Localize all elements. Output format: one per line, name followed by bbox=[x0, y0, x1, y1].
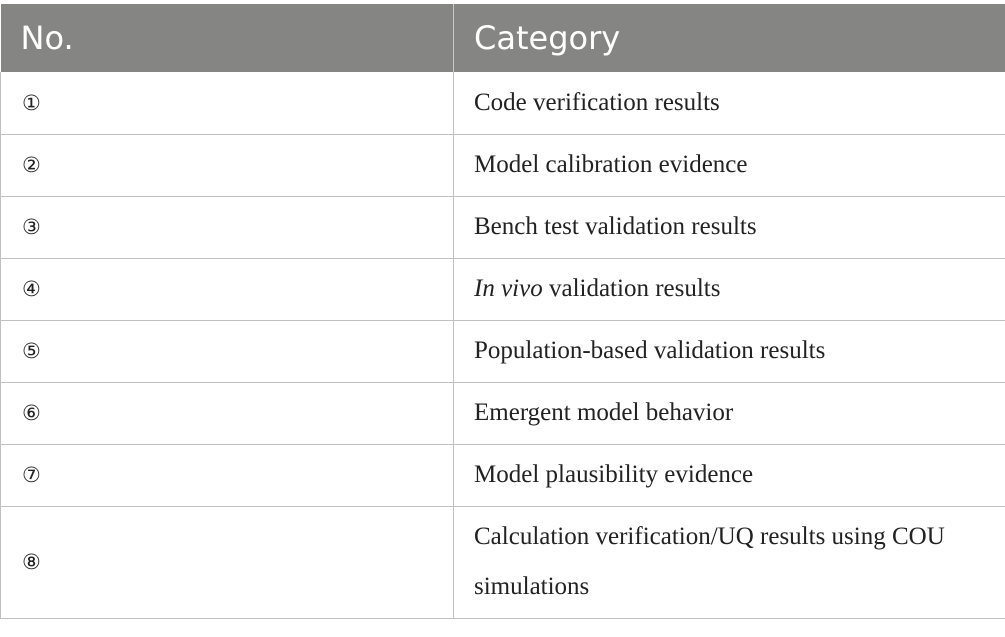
row-category-text: Code verification results bbox=[474, 88, 720, 116]
header-category: Category bbox=[453, 4, 1005, 72]
row-number: ③ bbox=[0, 196, 454, 259]
row-category: Emergent model behavior bbox=[453, 382, 1005, 445]
row-number: ④ bbox=[0, 258, 454, 321]
header-no: No. bbox=[0, 4, 454, 72]
table-row: ⑧ Calculation verification/UQ results us… bbox=[0, 506, 1005, 619]
row-category-text: Population-based validation results bbox=[474, 337, 826, 364]
header-row: No. Category bbox=[0, 4, 1005, 72]
row-category-text: Bench test validation results bbox=[474, 213, 757, 240]
table-row: ④ In vivo validation results bbox=[0, 258, 1005, 321]
table-row: ⑦ Model plausibility evidence bbox=[0, 444, 1005, 507]
row-category: Model calibration evidence bbox=[453, 134, 1005, 197]
table-row: ⑤ Population-based validation results bbox=[0, 320, 1005, 383]
row-category: Calculation verification/UQ results usin… bbox=[453, 506, 1005, 619]
row-category-text: Model calibration evidence bbox=[474, 151, 748, 178]
row-category: In vivo validation results bbox=[453, 258, 1005, 321]
row-category-text: Emergent model behavior bbox=[474, 399, 734, 426]
row-category-text: Model plausibility evidence bbox=[474, 461, 754, 488]
row-category: Code verification results bbox=[453, 72, 1005, 135]
row-category-italic: In vivo bbox=[474, 275, 543, 302]
row-category-text: validation results bbox=[542, 275, 721, 302]
row-number: ⑥ bbox=[0, 382, 454, 445]
row-number: ⑤ bbox=[0, 320, 454, 383]
table-row: ① Code verification results bbox=[0, 72, 1005, 135]
table-row: ② Model calibration evidence bbox=[0, 134, 1005, 197]
row-category: Model plausibility evidence bbox=[453, 444, 1005, 507]
row-category: Bench test validation results bbox=[453, 196, 1005, 259]
row-number: ⑧ bbox=[0, 506, 454, 619]
table-row: ③ Bench test validation results bbox=[0, 196, 1005, 259]
row-category-text: Calculation verification/UQ results usin… bbox=[474, 523, 945, 600]
row-category: Population-based validation results bbox=[453, 320, 1005, 383]
category-table: No. Category ① Code verification results… bbox=[0, 4, 1005, 619]
row-number: ② bbox=[0, 134, 454, 197]
row-number: ① bbox=[0, 72, 454, 135]
table-row: ⑥ Emergent model behavior bbox=[0, 382, 1005, 445]
row-number: ⑦ bbox=[0, 444, 454, 507]
